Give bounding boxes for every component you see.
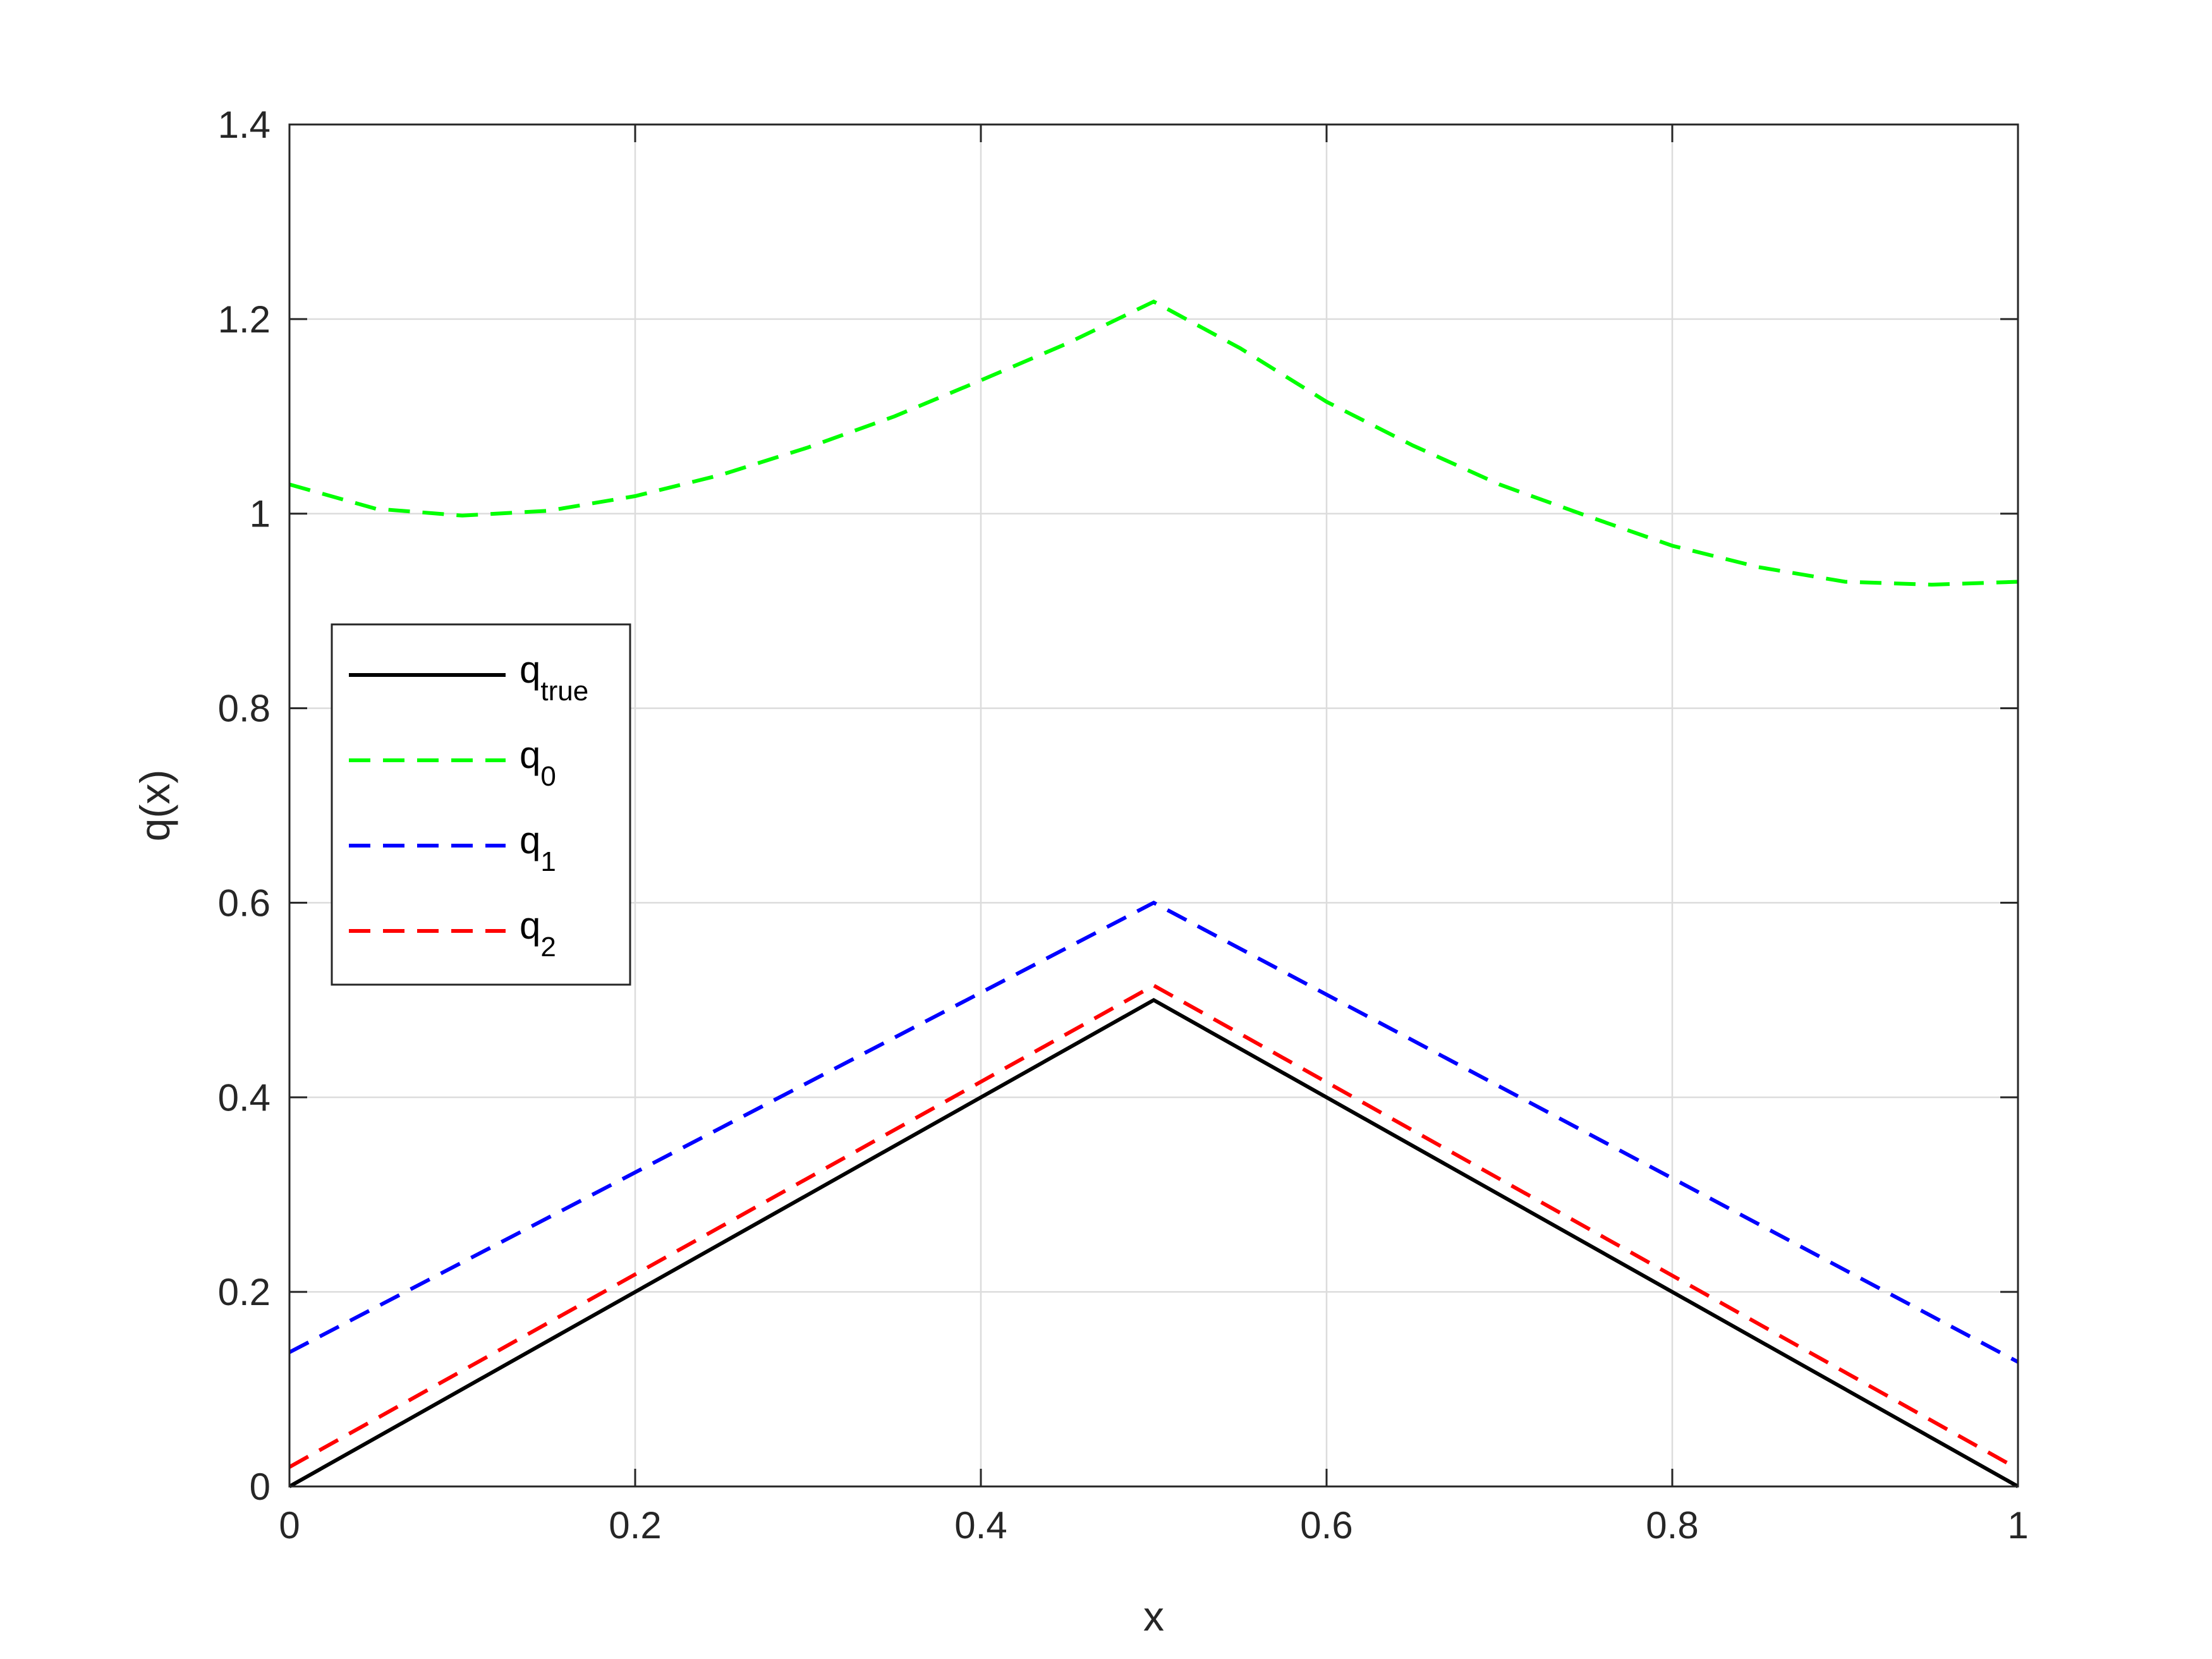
series-line-q-0 <box>289 299 2019 587</box>
y-tick-label: 0.8 <box>218 688 270 730</box>
y-tick-label: 1.2 <box>218 298 270 341</box>
axes-frame <box>288 123 2019 1488</box>
legend-label-1: q1 <box>520 819 556 877</box>
y-axis-label: q(x) <box>131 770 178 842</box>
x-axis-label: x <box>1143 1593 1164 1639</box>
x-tick-label: 0 <box>279 1504 300 1547</box>
legend-box <box>331 623 631 986</box>
x-tick-label: 1 <box>2007 1504 2028 1547</box>
series-line-q-true <box>288 997 2019 1488</box>
ticks <box>288 123 2019 1488</box>
legend-label-0: q0 <box>520 734 556 792</box>
legend-label-2: q2 <box>520 904 556 963</box>
x-tick-label: 0.6 <box>1300 1504 1352 1547</box>
y-tick-label: 0.2 <box>218 1271 270 1313</box>
legend-label-true: qtrue <box>520 648 588 707</box>
y-tick-label: 0.6 <box>218 882 270 924</box>
y-tick-label: 0 <box>250 1466 270 1508</box>
legend: qtrue q0 q1 q2 <box>331 623 631 986</box>
series-line-q-1 <box>288 901 2019 1364</box>
y-tick-label: 1 <box>250 493 270 535</box>
series-line-q-2 <box>288 983 2019 1471</box>
x-tick-label: 0.2 <box>609 1504 661 1547</box>
x-tick-label: 0.8 <box>1646 1504 1698 1547</box>
y-tick-label: 0.4 <box>218 1076 270 1119</box>
series-lines <box>288 299 2019 1488</box>
y-tick-label: 1.4 <box>218 104 270 146</box>
x-tick-label: 0.4 <box>954 1504 1007 1547</box>
tick-labels: 0 0.2 0.4 0.6 0.8 1 0 0.2 0.4 0.6 0.8 1 1.2 1.4 <box>218 104 2029 1547</box>
